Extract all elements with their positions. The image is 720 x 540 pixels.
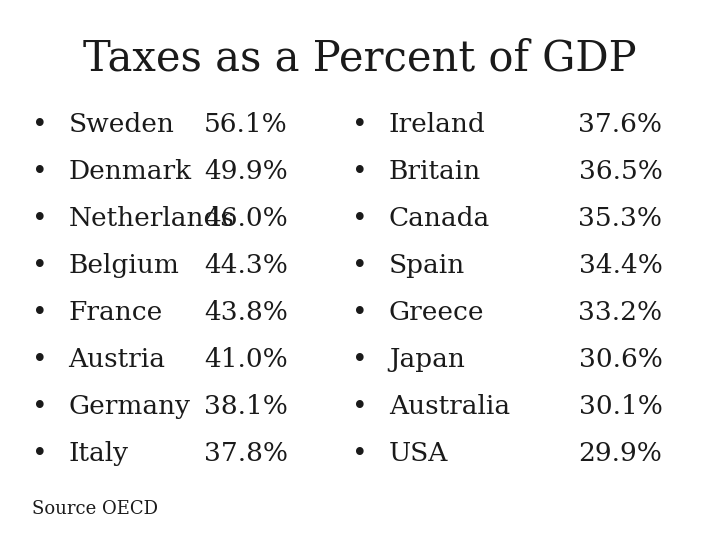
Text: Sweden: Sweden [68,112,174,137]
Text: •: • [352,300,368,325]
Text: •: • [352,441,368,465]
Text: 49.9%: 49.9% [204,159,288,184]
Text: Netherlands: Netherlands [68,206,234,231]
Text: Belgium: Belgium [68,253,179,278]
Text: •: • [32,253,48,278]
Text: 38.1%: 38.1% [204,394,288,418]
Text: 30.1%: 30.1% [579,394,662,418]
Text: Austria: Austria [68,347,166,372]
Text: •: • [352,253,368,278]
Text: 33.2%: 33.2% [578,300,662,325]
Text: 29.9%: 29.9% [579,441,662,465]
Text: 34.4%: 34.4% [579,253,662,278]
Text: •: • [32,112,48,137]
Text: •: • [352,347,368,372]
Text: 36.5%: 36.5% [579,159,662,184]
Text: Japan: Japan [389,347,464,372]
Text: 37.6%: 37.6% [578,112,662,137]
Text: Ireland: Ireland [389,112,485,137]
Text: 43.8%: 43.8% [204,300,288,325]
Text: •: • [352,394,368,418]
Text: •: • [32,441,48,465]
Text: Britain: Britain [389,159,481,184]
Text: Canada: Canada [389,206,490,231]
Text: Taxes as a Percent of GDP: Taxes as a Percent of GDP [84,38,636,80]
Text: Spain: Spain [389,253,465,278]
Text: Italy: Italy [68,441,128,465]
Text: 37.8%: 37.8% [204,441,288,465]
Text: Source OECD: Source OECD [32,501,158,518]
Text: •: • [352,112,368,137]
Text: •: • [32,159,48,184]
Text: USA: USA [389,441,448,465]
Text: 44.3%: 44.3% [204,253,288,278]
Text: •: • [32,394,48,418]
Text: France: France [68,300,163,325]
Text: •: • [32,206,48,231]
Text: 35.3%: 35.3% [578,206,662,231]
Text: 41.0%: 41.0% [204,347,288,372]
Text: •: • [352,159,368,184]
Text: 30.6%: 30.6% [579,347,662,372]
Text: Germany: Germany [68,394,190,418]
Text: •: • [32,300,48,325]
Text: Denmark: Denmark [68,159,192,184]
Text: •: • [32,347,48,372]
Text: 56.1%: 56.1% [204,112,288,137]
Text: 46.0%: 46.0% [204,206,288,231]
Text: •: • [352,206,368,231]
Text: Australia: Australia [389,394,510,418]
Text: Greece: Greece [389,300,485,325]
